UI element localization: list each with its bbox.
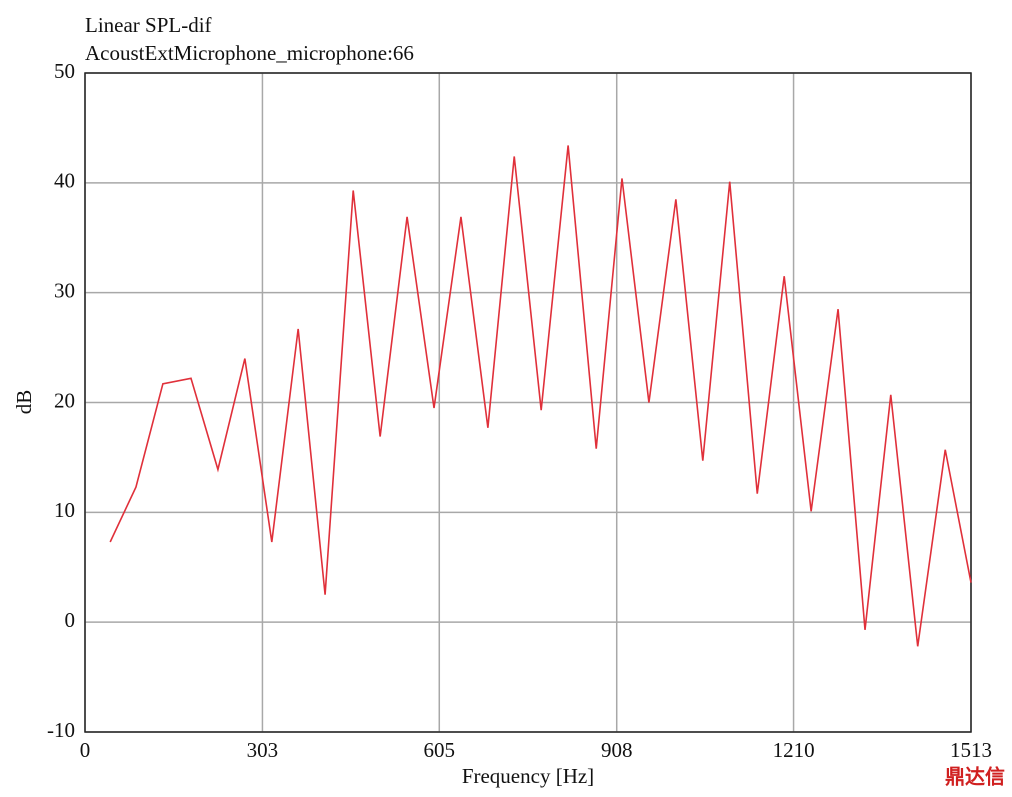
y-tick-label: 10 <box>54 498 75 522</box>
y-tick-label: 20 <box>54 388 75 412</box>
x-tick-label: 908 <box>601 738 633 762</box>
plot-frame <box>84 72 972 733</box>
watermark: 鼎达信 <box>945 765 1005 789</box>
x-tick-label: 0 <box>80 738 91 762</box>
y-axis-label: dB <box>12 390 36 415</box>
y-tick-label: 30 <box>54 278 75 302</box>
y-tick-label: 40 <box>54 169 75 193</box>
x-tick-label: 605 <box>424 738 456 762</box>
x-tick-label: 1513 <box>950 738 992 762</box>
y-tick-label: -10 <box>47 718 75 742</box>
y-tick-label: 0 <box>65 608 76 632</box>
y-tick-label: 50 <box>54 59 75 83</box>
data-line <box>109 145 972 647</box>
chart-subtitle: AcoustExtMicrophone_microphone:66 <box>85 41 414 65</box>
chart-title: Linear SPL-dif <box>85 13 212 37</box>
x-tick-label: 303 <box>247 738 279 762</box>
x-tick-label: 1210 <box>773 738 815 762</box>
x-axis-label: Frequency [Hz] <box>462 764 594 788</box>
